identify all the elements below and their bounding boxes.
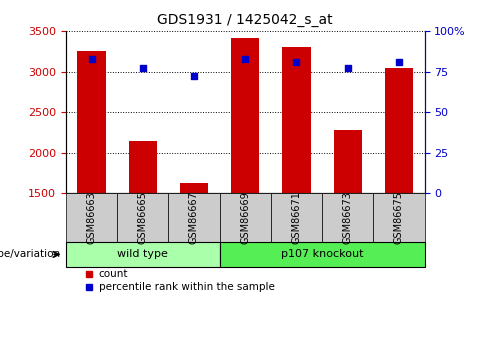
Point [190, 74, 198, 79]
Text: GSM86663: GSM86663 [86, 191, 97, 244]
Text: wild type: wild type [117, 249, 168, 259]
Text: GSM86673: GSM86673 [343, 191, 353, 244]
Text: GSM86671: GSM86671 [291, 191, 302, 244]
Bar [283, 47, 310, 193]
Text: p107 knockout: p107 knockout [281, 249, 364, 259]
Text: GSM86675: GSM86675 [394, 191, 404, 244]
Text: GSM86667: GSM86667 [189, 191, 199, 244]
Point [395, 59, 403, 65]
Text: GSM86669: GSM86669 [240, 191, 250, 244]
Bar [334, 130, 362, 193]
Point [344, 66, 352, 71]
Point [242, 56, 249, 61]
Bar [129, 140, 157, 193]
Text: GSM86665: GSM86665 [138, 191, 148, 244]
Point [88, 56, 96, 61]
Bar [385, 68, 413, 193]
Title: GDS1931 / 1425042_s_at: GDS1931 / 1425042_s_at [158, 13, 333, 27]
Text: genotype/variation: genotype/variation [0, 249, 61, 259]
Point [293, 59, 301, 65]
Legend: count, percentile rank within the sample: count, percentile rank within the sample [81, 265, 279, 297]
Bar [78, 51, 105, 193]
Bar [231, 38, 259, 193]
Point [139, 66, 147, 71]
Bar [180, 184, 208, 193]
